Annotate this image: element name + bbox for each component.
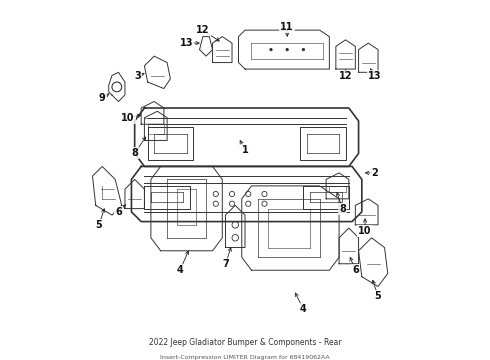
Text: 5: 5 [96,220,102,230]
Text: 8: 8 [339,204,346,213]
Text: 12: 12 [339,71,352,81]
Text: 7: 7 [222,259,229,269]
Text: 6: 6 [115,207,122,217]
Text: 6: 6 [352,265,359,275]
Text: 10: 10 [358,226,372,236]
Text: 1: 1 [242,145,248,155]
Text: 3: 3 [135,71,141,81]
Text: 13: 13 [180,38,194,48]
Text: 4: 4 [300,304,307,314]
Text: 12: 12 [196,25,210,35]
Circle shape [270,48,272,51]
Text: 2: 2 [371,168,378,178]
Text: Insert-Compression LIMITER Diagram for 68419062AA: Insert-Compression LIMITER Diagram for 6… [160,355,330,360]
Text: 11: 11 [280,22,294,32]
Text: 10: 10 [122,113,135,123]
Text: 13: 13 [368,71,382,81]
Circle shape [302,48,305,51]
Circle shape [286,48,289,51]
Text: 8: 8 [131,148,138,158]
Text: 2022 Jeep Gladiator Bumper & Components - Rear: 2022 Jeep Gladiator Bumper & Components … [148,338,342,347]
Text: 5: 5 [375,291,381,301]
Text: 9: 9 [99,93,106,103]
Text: 4: 4 [177,265,183,275]
